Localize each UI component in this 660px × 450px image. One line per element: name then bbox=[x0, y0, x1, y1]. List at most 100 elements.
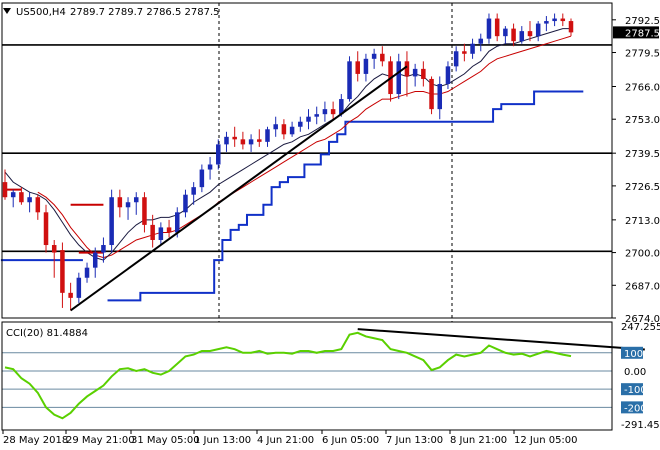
candle-body-2 bbox=[19, 192, 24, 203]
cci-tick-label-4: -200 bbox=[624, 403, 647, 414]
time-tick-label-1: 29 May 21:00 bbox=[66, 435, 135, 446]
candle-body-64 bbox=[527, 31, 533, 37]
candle-body-38 bbox=[314, 114, 319, 117]
cci-background bbox=[2, 322, 612, 430]
candle-body-5 bbox=[43, 212, 49, 246]
price-tick-label-4: 2739.5 bbox=[625, 149, 660, 160]
candle-body-37 bbox=[306, 116, 311, 122]
time-tick-label-2: 31 May 05:00 bbox=[131, 435, 200, 446]
candle-body-24 bbox=[199, 169, 205, 188]
current-price-tag bbox=[613, 26, 659, 39]
cci-header: CCI(20) 81.4884 bbox=[6, 328, 88, 339]
cci-tick-label-0: 247.2553 bbox=[621, 322, 660, 333]
candle-body-40 bbox=[330, 109, 336, 115]
candle-body-28 bbox=[232, 136, 237, 140]
candle-body-0 bbox=[2, 182, 8, 198]
candle-body-60 bbox=[494, 18, 500, 37]
candle-body-1 bbox=[10, 192, 16, 198]
candle-body-16 bbox=[133, 197, 139, 203]
cci-tick-label-5: -291.451 bbox=[621, 420, 660, 431]
cci-tick-label-3: -100 bbox=[624, 385, 647, 396]
cci-panel-border bbox=[1, 321, 613, 431]
candle-body-19 bbox=[158, 227, 164, 240]
candle-body-21 bbox=[175, 212, 180, 233]
price-tick-label-2: 2766.0 bbox=[625, 82, 660, 93]
price-tick-label-9: 2674.0 bbox=[625, 314, 660, 325]
price-panel-border bbox=[1, 2, 613, 319]
candle-body-56 bbox=[462, 51, 467, 54]
candle-body-59 bbox=[486, 18, 492, 39]
cci-trendline bbox=[357, 328, 645, 351]
candle-body-23 bbox=[191, 187, 196, 195]
time-tick-label-6: 7 Jun 13:00 bbox=[386, 435, 443, 446]
cci-tick-label-1: 100 bbox=[624, 349, 643, 360]
axes: 2792.5 2779.5 2766.0 2753.0 2739.5 2726.5 2713… bbox=[2, 16, 660, 446]
price-tick-label-7: 2700.0 bbox=[625, 249, 660, 260]
candle-body-42 bbox=[347, 61, 352, 100]
candle-body-69 bbox=[568, 21, 574, 33]
candle-body-8 bbox=[68, 292, 73, 298]
candle-body-39 bbox=[322, 109, 328, 115]
candle-body-61 bbox=[503, 28, 508, 37]
candle-body-14 bbox=[117, 197, 123, 208]
cci-tick-label-2: 0.00 bbox=[624, 367, 646, 378]
candle-body-49 bbox=[404, 61, 410, 77]
cci-level-tag-1 bbox=[621, 346, 643, 359]
current-price-label: 2787.5 bbox=[625, 28, 660, 39]
candle-body-9 bbox=[76, 277, 82, 298]
candle-body-57 bbox=[470, 43, 475, 54]
candle-body-65 bbox=[535, 23, 541, 37]
candle-body-68 bbox=[560, 18, 566, 22]
cci-level-tag-4 bbox=[621, 401, 643, 414]
candles bbox=[2, 13, 574, 311]
candle-body-29 bbox=[240, 139, 246, 145]
candle-body-26 bbox=[216, 144, 221, 165]
candle-body-7 bbox=[60, 250, 65, 293]
candle-body-35 bbox=[289, 126, 295, 135]
trendlines bbox=[70, 65, 408, 312]
candle-body-11 bbox=[92, 252, 98, 268]
candle-body-46 bbox=[380, 53, 385, 62]
price-tick-label-3: 2753.0 bbox=[625, 115, 660, 126]
price-trendline bbox=[70, 65, 408, 312]
price-tick-label-1: 2779.5 bbox=[625, 49, 660, 60]
candle-body-66 bbox=[544, 21, 549, 24]
candle-body-54 bbox=[445, 66, 451, 84]
candle-body-34 bbox=[281, 124, 287, 135]
price-tick-label-8: 2687.0 bbox=[625, 281, 660, 292]
ohlc-values: 2789.7 2789.7 2786.5 2787.5 bbox=[70, 7, 220, 18]
candle-body-30 bbox=[248, 139, 254, 145]
candle-body-55 bbox=[453, 51, 459, 67]
time-tick-label-4: 4 Jun 21:00 bbox=[257, 435, 314, 446]
candle-body-4 bbox=[35, 197, 41, 213]
indicator-lines bbox=[0, 28, 584, 302]
candle-body-20 bbox=[166, 227, 172, 233]
candle-body-13 bbox=[109, 197, 114, 246]
candle-body-25 bbox=[207, 164, 213, 170]
time-tick-label-7: 8 Jun 21:00 bbox=[450, 435, 507, 446]
candle-body-3 bbox=[27, 197, 32, 203]
candle-body-36 bbox=[298, 121, 303, 127]
candle-body-51 bbox=[421, 68, 426, 79]
cci-panel bbox=[2, 322, 645, 430]
candle-body-17 bbox=[142, 197, 147, 225]
time-tick-label-3: 1 Jun 13:00 bbox=[194, 435, 251, 446]
candle-body-15 bbox=[125, 202, 131, 208]
candle-body-18 bbox=[150, 224, 155, 240]
candle-body-12 bbox=[101, 245, 106, 253]
candle-body-58 bbox=[478, 38, 484, 44]
candle-body-32 bbox=[265, 129, 270, 142]
candle-body-48 bbox=[396, 61, 401, 95]
candle-body-62 bbox=[511, 28, 516, 42]
symbol-label: US500,H4 bbox=[16, 7, 66, 18]
time-tick-label-8: 12 Jun 05:00 bbox=[514, 435, 578, 446]
candle-body-44 bbox=[363, 58, 369, 74]
collapse-triangle-icon[interactable] bbox=[3, 8, 11, 14]
time-tick-label-0: 28 May 2018 bbox=[3, 435, 68, 446]
candle-body-45 bbox=[371, 53, 377, 59]
candle-body-27 bbox=[224, 136, 229, 145]
dark-moving-average bbox=[4, 28, 571, 261]
candle-body-53 bbox=[437, 83, 443, 110]
candle-body-6 bbox=[51, 245, 57, 253]
